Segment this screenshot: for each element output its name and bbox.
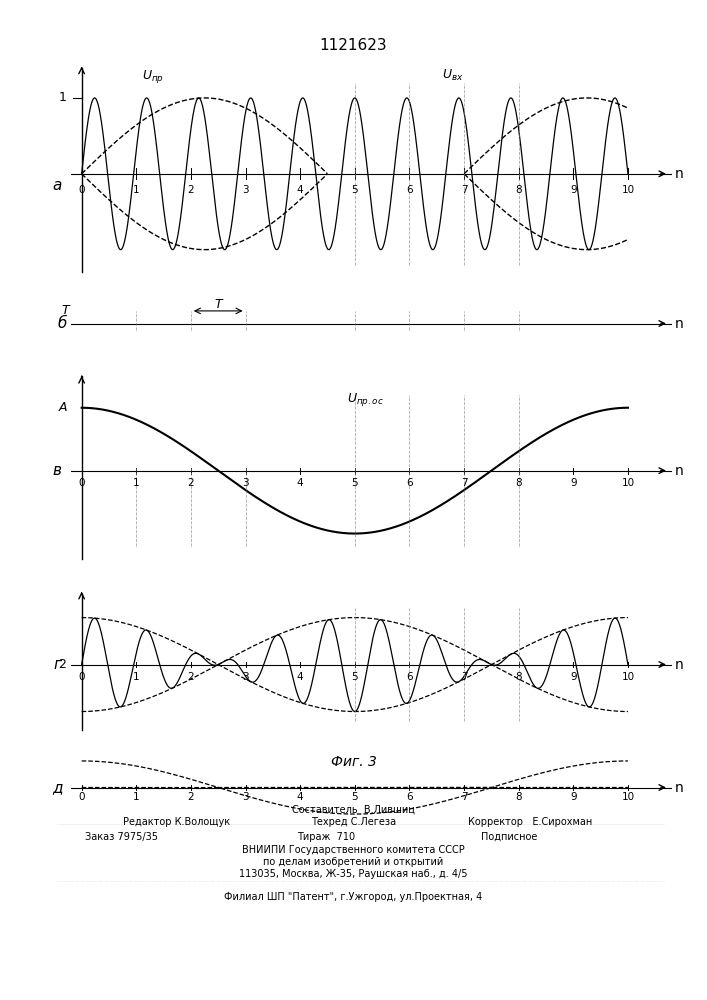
Text: 4: 4 bbox=[297, 792, 303, 802]
Text: 9: 9 bbox=[570, 792, 577, 802]
Text: в: в bbox=[52, 463, 62, 478]
Text: 10: 10 bbox=[621, 792, 634, 802]
Text: 5: 5 bbox=[351, 185, 358, 195]
Text: по делам изобретений и открытий: по делам изобретений и открытий bbox=[264, 857, 443, 867]
Text: 6: 6 bbox=[406, 792, 413, 802]
Text: 3: 3 bbox=[243, 185, 249, 195]
Text: 3: 3 bbox=[243, 672, 249, 682]
Text: 3: 3 bbox=[243, 478, 249, 488]
Text: 6: 6 bbox=[406, 672, 413, 682]
Text: 1: 1 bbox=[133, 792, 139, 802]
Text: Техред С.Легеза: Техред С.Легеза bbox=[311, 817, 396, 827]
Text: 5: 5 bbox=[351, 672, 358, 682]
Text: 7: 7 bbox=[461, 672, 467, 682]
Text: n: n bbox=[674, 658, 683, 672]
Text: $U_{вх}$: $U_{вх}$ bbox=[443, 68, 464, 83]
Text: n: n bbox=[674, 316, 683, 330]
Text: n: n bbox=[674, 780, 683, 794]
Text: 4: 4 bbox=[297, 185, 303, 195]
Text: 6: 6 bbox=[406, 478, 413, 488]
Text: n: n bbox=[674, 167, 683, 181]
Text: Составитель  В.Лившиц: Составитель В.Лившиц bbox=[292, 805, 415, 815]
Text: 9: 9 bbox=[570, 672, 577, 682]
Text: Тираж  710: Тираж 710 bbox=[297, 832, 355, 842]
Text: Редактор К.Волощук: Редактор К.Волощук bbox=[123, 817, 230, 827]
Text: 0: 0 bbox=[78, 672, 85, 682]
Text: 2: 2 bbox=[59, 658, 66, 671]
Text: $U_{пр.ос}$: $U_{пр.ос}$ bbox=[347, 391, 384, 408]
Text: 0: 0 bbox=[78, 185, 85, 195]
Text: Корректор   Е.Сирохман: Корректор Е.Сирохман bbox=[468, 817, 592, 827]
Text: г: г bbox=[53, 657, 61, 672]
Text: б: б bbox=[57, 316, 66, 331]
Text: а: а bbox=[52, 178, 62, 193]
Text: 2: 2 bbox=[187, 478, 194, 488]
Text: 2: 2 bbox=[187, 185, 194, 195]
Text: Заказ 7975/35: Заказ 7975/35 bbox=[85, 832, 158, 842]
Text: 113035, Москва, Ж-35, Раушская наб., д. 4/5: 113035, Москва, Ж-35, Раушская наб., д. … bbox=[239, 869, 468, 879]
Text: 6: 6 bbox=[406, 185, 413, 195]
Text: Филиал ШП "Патент", г.Ужгород, ул.Проектная, 4: Филиал ШП "Патент", г.Ужгород, ул.Проект… bbox=[224, 892, 483, 902]
Text: 9: 9 bbox=[570, 478, 577, 488]
Text: 1: 1 bbox=[133, 672, 139, 682]
Text: 5: 5 bbox=[351, 792, 358, 802]
Text: 7: 7 bbox=[461, 792, 467, 802]
Text: T: T bbox=[62, 304, 69, 317]
Text: n: n bbox=[674, 464, 683, 478]
Text: 10: 10 bbox=[621, 185, 634, 195]
Text: 3: 3 bbox=[243, 792, 249, 802]
Text: 0: 0 bbox=[78, 478, 85, 488]
Text: 1: 1 bbox=[59, 91, 66, 104]
Text: Фиг. 3: Фиг. 3 bbox=[331, 755, 376, 769]
Text: 1: 1 bbox=[133, 478, 139, 488]
Text: 10: 10 bbox=[621, 672, 634, 682]
Text: ВНИИПИ Государственного комитета СССР: ВНИИПИ Государственного комитета СССР bbox=[242, 845, 465, 855]
Text: 4: 4 bbox=[297, 478, 303, 488]
Text: 5: 5 bbox=[351, 478, 358, 488]
Text: T: T bbox=[214, 298, 222, 311]
Text: A: A bbox=[58, 401, 66, 414]
Text: 10: 10 bbox=[621, 478, 634, 488]
Text: 0: 0 bbox=[78, 792, 85, 802]
Text: 2: 2 bbox=[187, 672, 194, 682]
Text: 8: 8 bbox=[515, 185, 522, 195]
Text: 7: 7 bbox=[461, 185, 467, 195]
Text: Подписное: Подписное bbox=[481, 832, 537, 842]
Text: 1121623: 1121623 bbox=[320, 38, 387, 53]
Text: 8: 8 bbox=[515, 792, 522, 802]
Text: 7: 7 bbox=[461, 478, 467, 488]
Text: 8: 8 bbox=[515, 672, 522, 682]
Text: 2: 2 bbox=[187, 792, 194, 802]
Text: д: д bbox=[52, 780, 62, 795]
Text: 8: 8 bbox=[515, 478, 522, 488]
Text: 1: 1 bbox=[133, 185, 139, 195]
Text: $U_{пр}$: $U_{пр}$ bbox=[141, 68, 163, 85]
Text: 4: 4 bbox=[297, 672, 303, 682]
Text: 9: 9 bbox=[570, 185, 577, 195]
